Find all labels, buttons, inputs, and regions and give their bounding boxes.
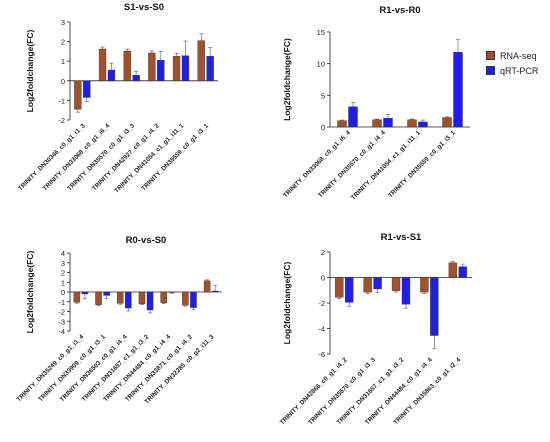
bar-qrt-pcr-3 xyxy=(418,121,428,128)
bar-qrt-pcr-7 xyxy=(211,290,219,293)
bar-rna-seq-4 xyxy=(148,52,156,81)
bar-qrt-pcr-1 xyxy=(348,106,358,128)
bar-qrt-pcr-4 xyxy=(146,291,154,311)
bar-rna-seq-4 xyxy=(442,117,452,128)
legend-item-qrt-pcr: qRT-PCR xyxy=(486,63,538,78)
x-tick-label: TRINITY_DN35570_c0_g1_i4_4 xyxy=(317,129,387,199)
y-tick-label: -4 xyxy=(318,325,325,334)
panel-s1-vs-s0: S1-vs-S0Log2foldchange(FC)-2-10123TRINIT… xyxy=(17,2,218,195)
bar-qrt-pcr-6 xyxy=(206,56,214,81)
y-tick-label: 1 xyxy=(61,278,65,287)
bar-rna-seq-1 xyxy=(73,291,81,303)
bar-rna-seq-1 xyxy=(335,277,344,298)
qrt-pcr-swatch xyxy=(486,66,495,75)
y-tick-label: 0 xyxy=(321,274,325,283)
legend-item-rna-seq: RNA-seq xyxy=(486,48,538,63)
y-axis-label: Log2foldchange(FC) xyxy=(282,262,292,345)
x-tick-label: TRINITY_DN35559_c0_g1_i3_1 xyxy=(387,129,457,199)
bar-rna-seq-2 xyxy=(363,277,372,293)
bar-rna-seq-4 xyxy=(420,277,429,293)
bar-qrt-pcr-6 xyxy=(190,291,197,308)
y-tick-label: 2 xyxy=(61,38,65,47)
bar-rna-seq-1 xyxy=(337,120,347,128)
chart-title: R1-vs-R0 xyxy=(379,5,420,16)
y-tick-label: -2 xyxy=(58,116,65,125)
y-tick-label: 3 xyxy=(61,18,65,27)
legend: RNA-seq qRT-PCR xyxy=(486,48,538,78)
bar-rna-seq-6 xyxy=(182,291,189,306)
legend-label-rna-seq: RNA-seq xyxy=(500,50,537,61)
chart-title: R0-vs-S0 xyxy=(126,235,167,246)
bar-qrt-pcr-3 xyxy=(401,277,411,305)
bar-rna-seq-5 xyxy=(172,56,181,81)
bar-qrt-pcr-2 xyxy=(103,291,110,296)
bar-qrt-pcr-3 xyxy=(132,75,140,81)
bar-rna-seq-5 xyxy=(160,291,167,303)
bar-rna-seq-3 xyxy=(407,119,417,128)
bar-rna-seq-4 xyxy=(138,291,146,304)
bar-qrt-pcr-2 xyxy=(107,69,116,81)
y-tick-label: 1 xyxy=(61,57,65,66)
bar-qrt-pcr-5 xyxy=(181,55,190,82)
chart-title: S1-vs-S0 xyxy=(124,2,164,13)
y-tick-label: 0 xyxy=(61,77,65,86)
bar-rna-seq-1 xyxy=(74,80,82,110)
bar-rna-seq-5 xyxy=(448,262,457,278)
bar-qrt-pcr-4 xyxy=(430,277,439,336)
bar-rna-seq-7 xyxy=(203,280,211,293)
y-axis-label: Log2foldchange(FC) xyxy=(25,30,35,113)
y-tick-label: -6 xyxy=(318,350,325,359)
y-tick-label: 0 xyxy=(61,288,65,297)
y-tick-label: -2 xyxy=(58,308,65,317)
bar-qrt-pcr-4 xyxy=(157,60,165,82)
bar-rna-seq-3 xyxy=(391,277,401,292)
y-tick-label: -1 xyxy=(58,298,65,307)
bar-rna-seq-3 xyxy=(123,50,131,81)
chart-title: R1-vs-S1 xyxy=(381,232,422,243)
bar-qrt-pcr-1 xyxy=(83,80,91,98)
y-tick-label: 3 xyxy=(61,259,65,268)
bar-qrt-pcr-3 xyxy=(125,291,132,309)
rna-seq-swatch xyxy=(486,51,495,60)
bar-qrt-pcr-2 xyxy=(383,117,393,128)
y-tick-label: 2 xyxy=(321,248,325,257)
y-tick-label: 10 xyxy=(317,60,325,69)
bar-rna-seq-2 xyxy=(98,48,107,82)
panel-r1-vs-s1: R1-vs-S1Log2foldchange(FC)-6-4-202TRINIT… xyxy=(279,232,472,426)
y-axis-label: Log2foldchange(FC) xyxy=(25,251,35,334)
bar-qrt-pcr-4 xyxy=(453,52,463,128)
bar-qrt-pcr-5 xyxy=(168,291,175,293)
y-tick-label: -3 xyxy=(58,317,65,326)
bar-qrt-pcr-5 xyxy=(458,266,467,278)
bar-rna-seq-6 xyxy=(197,40,205,81)
y-tick-label: 5 xyxy=(321,91,325,100)
legend-label-qrt-pcr: qRT-PCR xyxy=(500,65,539,76)
y-tick-label: -4 xyxy=(58,327,65,336)
panel-r1-vs-r0: R1-vs-R0 Log2foldchange(FC) 0 5 10 15 TRINITY_… xyxy=(282,5,470,202)
y-tick-label: 4 xyxy=(61,249,65,258)
y-tick-label: 15 xyxy=(317,28,325,37)
y-axis-label: Log2foldchange(FC) xyxy=(282,38,292,121)
bar-rna-seq-2 xyxy=(372,119,382,128)
bar-qrt-pcr-2 xyxy=(373,277,382,290)
bar-rna-seq-3 xyxy=(117,291,124,304)
y-tick-label: -2 xyxy=(318,299,325,308)
y-tick-label: 2 xyxy=(61,269,65,278)
y-tick-label: 0 xyxy=(321,123,325,132)
x-tick-label: TRINITY_DN33068_c0_g1_i6_4 xyxy=(282,129,352,199)
bar-qrt-pcr-1 xyxy=(345,277,354,303)
x-tick-label: TRINITY_DN41054_c1_g1_i11_1 xyxy=(350,129,422,201)
y-tick-label: -1 xyxy=(58,96,65,105)
bar-rna-seq-2 xyxy=(95,291,102,305)
bar-qrt-pcr-1 xyxy=(81,291,89,295)
